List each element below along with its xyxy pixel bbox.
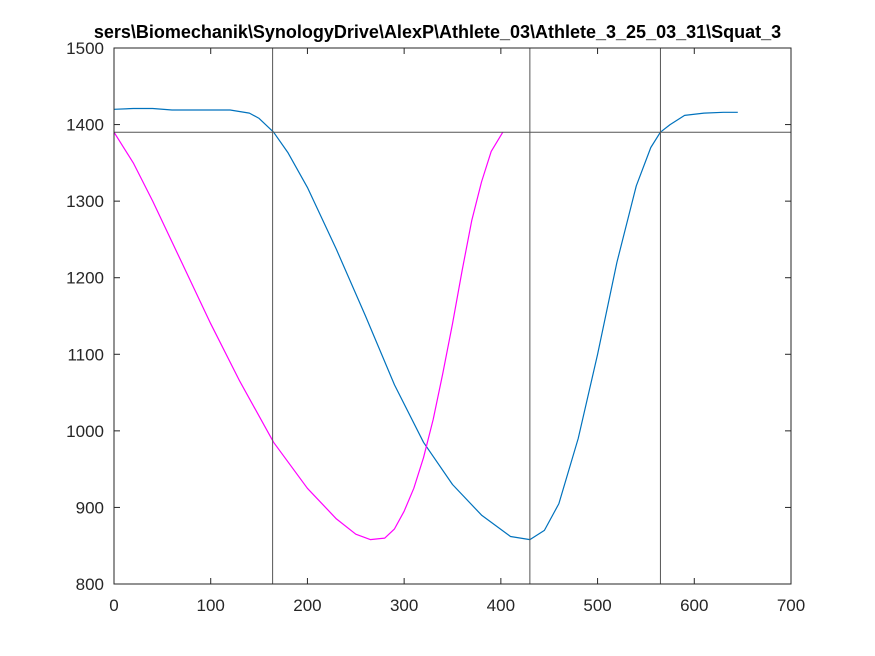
reference-lines: [114, 48, 791, 584]
x-tick-label: 500: [583, 596, 611, 615]
series-line-1: [113, 107, 738, 541]
plot-area: [113, 107, 738, 541]
x-tick-label: 600: [680, 596, 708, 615]
y-tick-label: 1500: [66, 39, 104, 58]
chart-title: sers\Biomechanik\SynologyDrive\AlexP\Ath…: [93, 22, 782, 42]
x-tick-label: 700: [777, 596, 805, 615]
x-tick-label: 100: [197, 596, 225, 615]
y-tick-label: 1300: [66, 192, 104, 211]
axes-box: [113, 47, 792, 585]
x-tick-label: 200: [293, 596, 321, 615]
y-tick-label: 800: [76, 575, 104, 594]
series-line-2: [113, 131, 504, 541]
y-tick-label: 1400: [66, 116, 104, 135]
axis-ticks: [113, 47, 792, 585]
y-axis-tick-labels: 800 900 1000 1100 1200 1300 1400 1500: [66, 39, 104, 594]
x-tick-label: 0: [109, 596, 118, 615]
x-tick-label: 400: [487, 596, 515, 615]
y-tick-label: 1000: [66, 422, 104, 441]
x-tick-label: 300: [390, 596, 418, 615]
y-tick-label: 1100: [67, 345, 104, 364]
y-tick-label: 1200: [66, 269, 104, 288]
x-axis-tick-labels: 0 100 200 300 400 500 600 700: [109, 596, 805, 615]
y-tick-label: 900: [76, 498, 104, 517]
